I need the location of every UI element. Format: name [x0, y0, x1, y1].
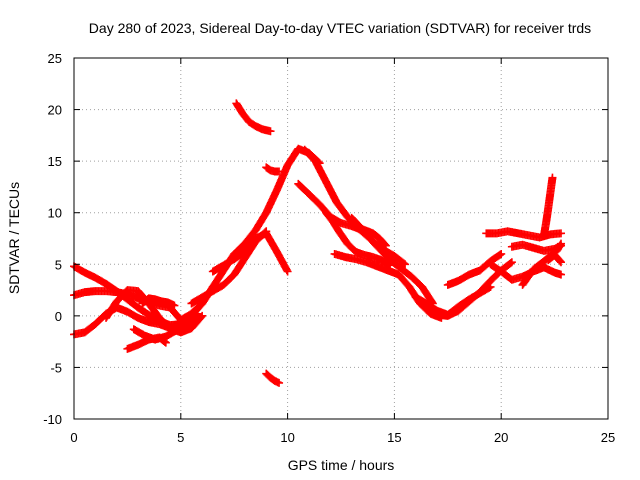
grid-lines [74, 58, 608, 419]
y-tick-label: -10 [43, 412, 62, 427]
x-tick-label: 0 [70, 430, 77, 445]
data-point [262, 227, 271, 236]
y-tick-label: 0 [55, 309, 62, 324]
data-point [556, 257, 565, 266]
y-tick-label: 25 [48, 51, 62, 66]
x-tick-label: 25 [601, 430, 615, 445]
series-track-k [262, 163, 284, 176]
data-point [548, 173, 557, 182]
series-track-s [411, 282, 495, 319]
series-track-u [482, 227, 566, 242]
y-tick-label: 10 [48, 206, 62, 221]
data-point [557, 258, 566, 267]
data-point [275, 378, 284, 387]
x-tick-label: 15 [387, 430, 401, 445]
data-point [507, 258, 516, 267]
y-tick-label: 15 [48, 154, 62, 169]
data-point [261, 228, 270, 237]
data-point [193, 309, 202, 318]
series-track-l [262, 369, 284, 387]
series-track-o [322, 208, 395, 270]
series-track-g [138, 294, 179, 310]
data-point [386, 261, 395, 270]
data-point [401, 260, 410, 269]
y-tick-label: 20 [48, 103, 62, 118]
series-track-i [187, 227, 271, 308]
data-point [557, 229, 566, 238]
data-point [197, 300, 206, 309]
series-track-y [539, 173, 557, 240]
data-point [161, 338, 170, 347]
x-tick-label: 10 [280, 430, 294, 445]
x-tick-label: 20 [494, 430, 508, 445]
data-point [266, 127, 275, 136]
data-point [198, 311, 207, 320]
data-point [557, 239, 566, 248]
data-point [198, 299, 207, 308]
series-track-f [129, 309, 202, 344]
data-point [192, 310, 201, 319]
data-point [486, 282, 495, 291]
data-point [275, 167, 284, 176]
series-track-j [232, 99, 275, 136]
series-track-z [544, 251, 566, 267]
data-point [506, 259, 515, 268]
series-track-n [300, 145, 437, 308]
chart-title: Day 280 of 2023, Sidereal Day-to-day VTE… [89, 20, 591, 36]
x-axis-title: GPS time / hours [288, 457, 395, 473]
series-track-q [347, 213, 390, 250]
data-point [557, 270, 566, 279]
data-point [197, 312, 206, 321]
data-point [381, 241, 390, 250]
data-point [283, 267, 292, 276]
data-point [497, 249, 506, 258]
x-tick-label: 5 [177, 430, 184, 445]
y-tick-label: 5 [55, 257, 62, 272]
series-track-d [102, 286, 207, 337]
data-point [380, 240, 389, 249]
data-point [170, 301, 179, 310]
data-point [496, 250, 505, 259]
plot-frame [73, 57, 609, 420]
axis-ticks: 0 5 10 15 20 25 -10 -5 0 5 10 15 20 25 [43, 51, 615, 445]
y-tick-label: -5 [50, 360, 62, 375]
data-point [399, 259, 408, 268]
y-axis-title: SDTVAR / TECUs [6, 182, 22, 294]
series-track-c [70, 299, 207, 339]
data-points [70, 99, 566, 387]
